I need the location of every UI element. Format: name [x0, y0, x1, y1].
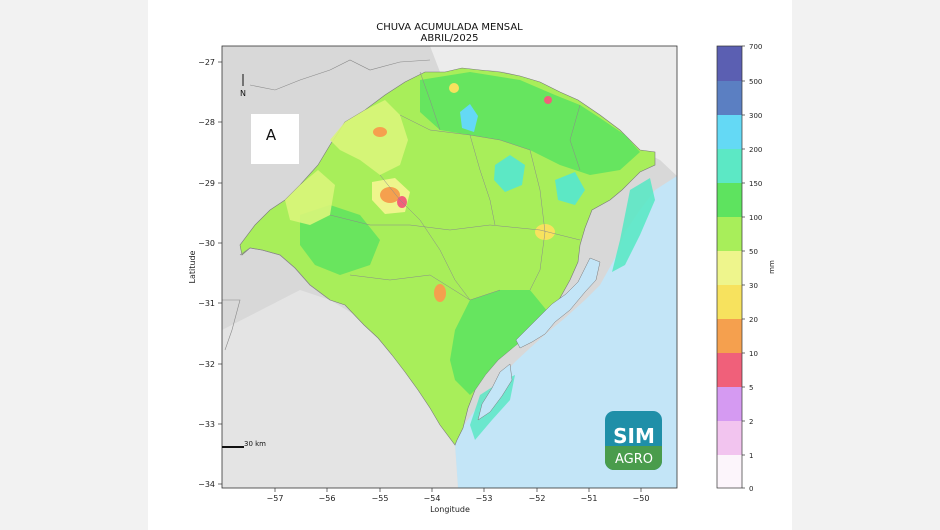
colorbar-tick-label: 30: [749, 282, 758, 290]
rain-zone-100-150-north: [420, 72, 640, 175]
rain-zone-300-500: [460, 104, 478, 132]
colorbar-segment: [717, 46, 742, 81]
x-tick-label: −52: [529, 494, 546, 503]
map-title: CHUVA ACUMULADA MENSAL: [376, 22, 523, 33]
colorbar-tick-label: 20: [749, 316, 758, 324]
lagoa-dos-patos: [515, 257, 601, 349]
colorbar-segment: [717, 183, 742, 217]
y-tick-label: −32: [198, 360, 215, 369]
rain-spot-5-10-e: [544, 96, 552, 104]
rain-spot-10-20-c: [373, 127, 387, 137]
colorbar-tick-label: 200: [749, 146, 762, 154]
x-tick-label: −53: [476, 494, 493, 503]
colorbar-tick-label: 150: [749, 180, 762, 188]
x-tick-label: −57: [267, 494, 284, 503]
tick-marks: [218, 61, 642, 492]
x-tick-label: −50: [633, 494, 650, 503]
colorbar-tick-label: 700: [749, 43, 762, 51]
x-tick-label: −51: [581, 494, 598, 503]
santa-catarina-land: [430, 46, 677, 176]
logo-top-text: SIM: [613, 424, 655, 448]
y-tick-label: −34: [198, 480, 215, 489]
colorbar-tick-label: 50: [749, 248, 758, 256]
rain-spot-20-30-g: [449, 83, 459, 93]
colorbar-segment: [717, 353, 742, 387]
y-tick-label: −33: [198, 420, 215, 429]
rain-zone-100-150-south: [450, 290, 548, 395]
lagoa-mirim: [477, 363, 513, 421]
rain-spot-10-20-a: [380, 187, 400, 203]
y-axis-label: Latitude: [188, 250, 197, 283]
colorbar-tick-label: 300: [749, 112, 762, 120]
simagro-logo: SIM AGRO: [605, 411, 662, 470]
rain-zone-50-100-west: [285, 170, 335, 225]
scale-label: 30 km: [244, 440, 266, 448]
y-tick-label: −28: [198, 118, 215, 127]
panel-label-box: [251, 114, 299, 164]
colorbar-tick-label: 0: [749, 485, 753, 493]
colorbar: [716, 45, 743, 489]
y-tick-label: −30: [198, 239, 215, 248]
rain-spot-10-20-d: [434, 284, 446, 302]
y-tick-label: −27: [198, 58, 215, 67]
colorbar-segment: [717, 387, 742, 421]
uruguay-land: [222, 290, 462, 488]
x-tick-label: −56: [319, 494, 336, 503]
colorbar-segment: [717, 81, 742, 115]
colorbar-segment: [717, 455, 742, 488]
colorbar-tick-label: 500: [749, 78, 762, 86]
colorbar-tick-label: 1: [749, 452, 753, 460]
colorbar-segment: [717, 115, 742, 149]
rain-zone-50-100-northwest: [330, 100, 408, 175]
colorbar-segment: [717, 217, 742, 251]
x-tick-label: −55: [372, 494, 389, 503]
plot-border: [221, 45, 678, 489]
y-tick-label: −31: [198, 299, 215, 308]
colorbar-tick-label: 5: [749, 384, 753, 392]
north-label: N: [240, 89, 246, 98]
logo-bottom-text: AGRO: [615, 452, 653, 467]
rain-zone-200-300-east: [555, 172, 585, 205]
x-tick-label: −54: [424, 494, 441, 503]
region-borders: [329, 71, 581, 301]
y-tick-label: −29: [198, 179, 215, 188]
colorbar-unit-label: mm: [768, 260, 776, 274]
colorbar-tick-label: 10: [749, 350, 758, 358]
colorbar-tick-label: 100: [749, 214, 762, 222]
map-subtitle: ABRIL/2025: [420, 33, 479, 44]
panel-label: A: [266, 126, 277, 144]
colorbar-segment: [717, 285, 742, 319]
map-area: [222, 46, 677, 488]
x-axis-label: Longitude: [430, 505, 470, 514]
colorbar-segment: [717, 149, 742, 183]
colorbar-segment: [717, 319, 742, 353]
rain-zone-coast: [612, 178, 655, 272]
rain-zone-200-300: [494, 155, 525, 192]
colorbar-tick-label: 2: [749, 418, 753, 426]
colorbar-segment: [717, 421, 742, 455]
colorbar-segment: [717, 251, 742, 285]
